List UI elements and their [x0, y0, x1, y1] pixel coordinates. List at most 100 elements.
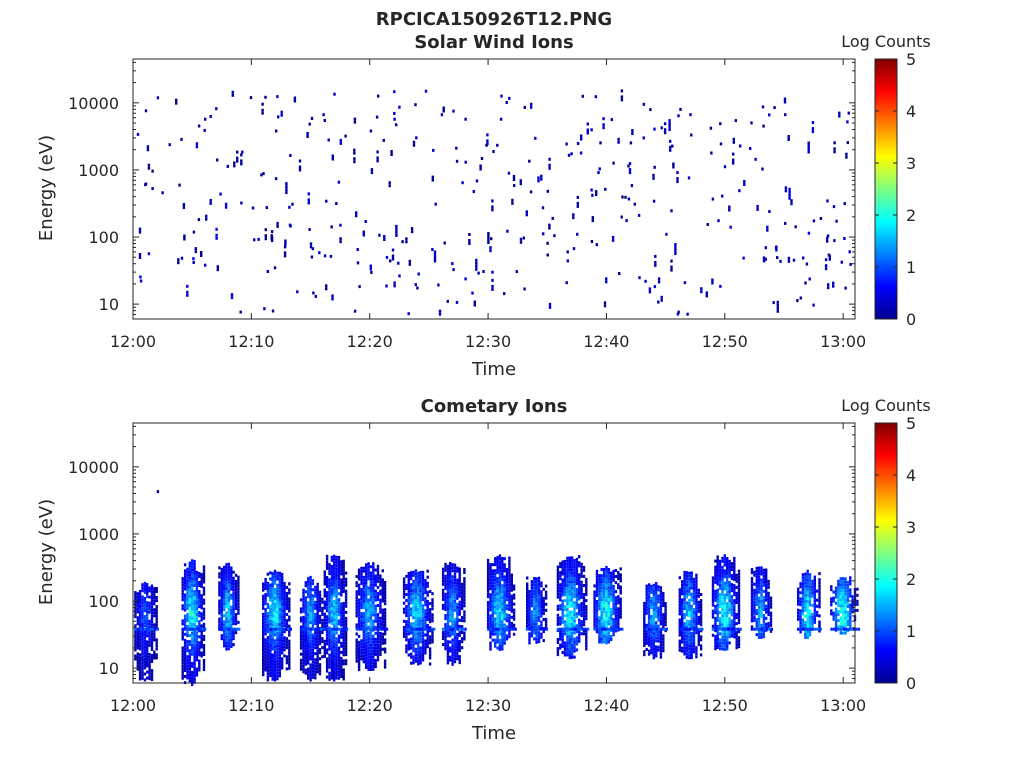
data-pixel	[458, 646, 461, 649]
data-pixel	[344, 650, 348, 654]
data-pixel	[598, 598, 601, 602]
data-pixel	[383, 238, 386, 241]
data-pixel	[340, 669, 343, 672]
data-pixel	[503, 566, 506, 570]
data-pixel	[138, 617, 142, 621]
data-pixel	[566, 608, 569, 612]
data-pixel	[379, 647, 382, 650]
data-pixel	[335, 667, 338, 671]
data-pixel	[618, 272, 621, 275]
data-pixel	[424, 579, 427, 582]
data-pixel	[342, 650, 345, 654]
data-pixel	[633, 202, 636, 206]
data-pixel	[316, 631, 319, 635]
data-pixel	[586, 627, 590, 631]
data-pixel	[678, 630, 681, 634]
data-pixel	[444, 608, 447, 611]
data-pixel	[321, 609, 324, 613]
data-pixel	[561, 572, 564, 576]
data-pixel	[650, 645, 653, 649]
data-pixel	[262, 658, 265, 662]
data-pixel	[487, 241, 490, 244]
data-pixel	[344, 580, 348, 584]
data-pixel	[811, 127, 815, 131]
data-pixel	[563, 590, 567, 594]
data-pixel	[486, 613, 490, 617]
data-pixel	[629, 141, 633, 145]
data-pixel	[652, 638, 655, 642]
data-pixel	[537, 579, 541, 583]
data-pixel	[143, 672, 147, 676]
data-pixel	[697, 603, 700, 607]
data-pixel	[496, 634, 499, 638]
data-pixel	[139, 627, 142, 631]
data-pixel	[271, 644, 274, 648]
data-pixel	[220, 604, 223, 607]
data-pixel	[148, 668, 151, 671]
data-pixel	[419, 622, 422, 626]
data-pixel	[491, 563, 494, 567]
data-pixel	[508, 617, 511, 620]
data-pixel	[357, 589, 361, 593]
data-pixel	[652, 173, 655, 177]
data-pixel	[271, 602, 274, 606]
data-pixel	[566, 620, 569, 624]
data-pixel	[650, 642, 653, 646]
data-pixel	[496, 559, 499, 562]
data-pixel	[353, 117, 357, 121]
data-pixel	[367, 604, 370, 608]
data-pixel	[421, 616, 425, 620]
data-pixel	[186, 582, 189, 586]
data-pixel	[311, 660, 315, 664]
data-pixel	[540, 177, 543, 181]
data-pixel	[328, 641, 331, 645]
data-pixel	[357, 662, 361, 666]
data-pixel	[546, 253, 549, 257]
data-pixel	[426, 645, 429, 649]
data-pixel	[496, 646, 499, 650]
data-pixel	[605, 638, 608, 642]
data-pixel	[304, 620, 307, 624]
data-pixel	[227, 589, 231, 593]
data-pixel	[150, 599, 154, 603]
data-pixel	[298, 159, 302, 163]
data-pixel	[307, 655, 310, 659]
data-pixel	[233, 164, 236, 168]
data-pixel	[302, 624, 305, 628]
data-pixel	[681, 610, 684, 614]
data-pixel	[188, 667, 191, 671]
data-pixel	[337, 646, 341, 650]
data-pixel	[318, 672, 322, 676]
data-pixel	[304, 644, 307, 648]
data-pixel	[302, 655, 305, 659]
data-pixel	[650, 597, 653, 600]
data-pixel	[342, 632, 345, 636]
data-pixel	[528, 608, 531, 612]
data-pixel	[568, 632, 571, 635]
data-pixel	[600, 631, 603, 635]
data-pixel	[138, 644, 142, 648]
data-pixel	[381, 623, 384, 627]
data-pixel	[614, 614, 618, 618]
data-pixel	[314, 673, 317, 677]
data-pixel	[195, 576, 199, 580]
data-pixel	[414, 632, 418, 636]
data-pixel	[304, 668, 307, 672]
data-pixel	[491, 205, 494, 209]
data-pixel	[232, 634, 235, 638]
data-pixel	[143, 624, 147, 628]
data-pixel	[302, 618, 305, 622]
data-pixel	[319, 627, 323, 631]
data-pixel	[460, 588, 464, 592]
data-pixel	[299, 661, 303, 665]
data-pixel	[662, 591, 665, 595]
data-pixel	[330, 640, 334, 644]
data-pixel	[136, 598, 139, 602]
data-pixel	[383, 623, 387, 627]
data-pixel	[340, 641, 343, 645]
data-pixel	[605, 641, 608, 645]
data-pixel	[519, 179, 522, 183]
data-pixel	[402, 592, 406, 596]
data-pixel	[528, 614, 531, 618]
data-pixel	[412, 579, 415, 583]
